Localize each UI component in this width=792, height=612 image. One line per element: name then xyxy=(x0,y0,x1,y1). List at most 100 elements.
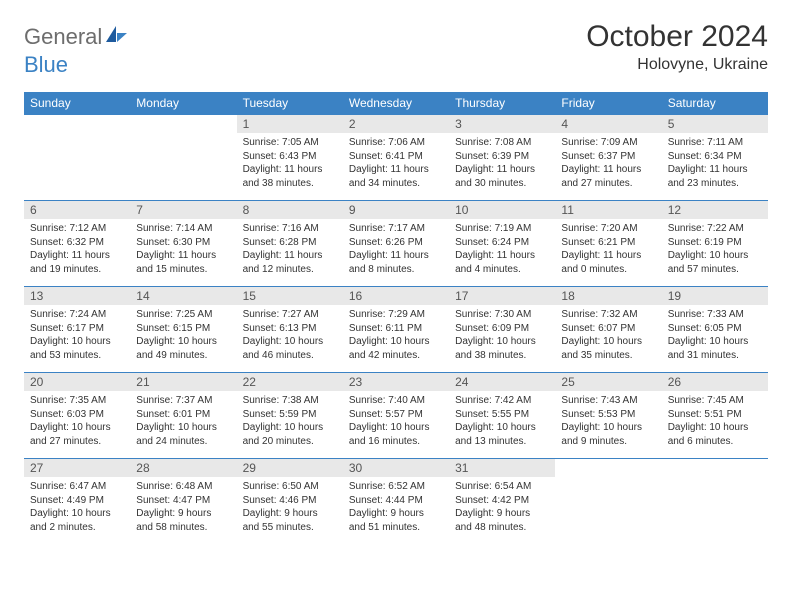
day-number: 21 xyxy=(130,373,236,391)
day-details: Sunrise: 7:09 AMSunset: 6:37 PMDaylight:… xyxy=(555,133,661,193)
calendar-page: General October 2024 Holovyne, Ukraine B… xyxy=(0,0,792,565)
day-number: 23 xyxy=(343,373,449,391)
day-details: Sunrise: 6:50 AMSunset: 4:46 PMDaylight:… xyxy=(237,477,343,537)
day-details: Sunrise: 7:20 AMSunset: 6:21 PMDaylight:… xyxy=(555,219,661,279)
calendar-day-cell: 3Sunrise: 7:08 AMSunset: 6:39 PMDaylight… xyxy=(449,115,555,201)
day-details: Sunrise: 7:45 AMSunset: 5:51 PMDaylight:… xyxy=(662,391,768,451)
weekday-header: Tuesday xyxy=(237,92,343,115)
sail-icon xyxy=(106,26,128,49)
day-number: 16 xyxy=(343,287,449,305)
day-details: Sunrise: 7:35 AMSunset: 6:03 PMDaylight:… xyxy=(24,391,130,451)
calendar-day-cell: 2Sunrise: 7:06 AMSunset: 6:41 PMDaylight… xyxy=(343,115,449,201)
calendar-week-row: 20Sunrise: 7:35 AMSunset: 6:03 PMDayligh… xyxy=(24,373,768,459)
weekday-header: Monday xyxy=(130,92,236,115)
calendar-day-cell: 24Sunrise: 7:42 AMSunset: 5:55 PMDayligh… xyxy=(449,373,555,459)
day-number: 19 xyxy=(662,287,768,305)
day-details: Sunrise: 7:37 AMSunset: 6:01 PMDaylight:… xyxy=(130,391,236,451)
weekday-header: Friday xyxy=(555,92,661,115)
calendar-day-cell: 4Sunrise: 7:09 AMSunset: 6:37 PMDaylight… xyxy=(555,115,661,201)
day-number: 2 xyxy=(343,115,449,133)
logo-text-general: General xyxy=(24,24,102,50)
day-details: Sunrise: 7:22 AMSunset: 6:19 PMDaylight:… xyxy=(662,219,768,279)
location: Holovyne, Ukraine xyxy=(586,56,768,74)
month-title: October 2024 xyxy=(586,20,768,54)
day-number: 14 xyxy=(130,287,236,305)
weekday-header-row: Sunday Monday Tuesday Wednesday Thursday… xyxy=(24,92,768,115)
day-details: Sunrise: 7:42 AMSunset: 5:55 PMDaylight:… xyxy=(449,391,555,451)
calendar-day-cell: 27Sunrise: 6:47 AMSunset: 4:49 PMDayligh… xyxy=(24,459,130,545)
calendar-day-cell: 29Sunrise: 6:50 AMSunset: 4:46 PMDayligh… xyxy=(237,459,343,545)
day-details: Sunrise: 7:24 AMSunset: 6:17 PMDaylight:… xyxy=(24,305,130,365)
calendar-week-row: 1Sunrise: 7:05 AMSunset: 6:43 PMDaylight… xyxy=(24,115,768,201)
calendar-day-cell: 23Sunrise: 7:40 AMSunset: 5:57 PMDayligh… xyxy=(343,373,449,459)
calendar-day-cell xyxy=(555,459,661,545)
calendar-body: 1Sunrise: 7:05 AMSunset: 6:43 PMDaylight… xyxy=(24,115,768,545)
day-number: 11 xyxy=(555,201,661,219)
day-details: Sunrise: 7:14 AMSunset: 6:30 PMDaylight:… xyxy=(130,219,236,279)
day-details: Sunrise: 7:25 AMSunset: 6:15 PMDaylight:… xyxy=(130,305,236,365)
calendar-day-cell: 13Sunrise: 7:24 AMSunset: 6:17 PMDayligh… xyxy=(24,287,130,373)
calendar-day-cell xyxy=(130,115,236,201)
day-number: 6 xyxy=(24,201,130,219)
day-details: Sunrise: 6:47 AMSunset: 4:49 PMDaylight:… xyxy=(24,477,130,537)
day-number: 17 xyxy=(449,287,555,305)
calendar-day-cell: 17Sunrise: 7:30 AMSunset: 6:09 PMDayligh… xyxy=(449,287,555,373)
day-number: 18 xyxy=(555,287,661,305)
day-number: 5 xyxy=(662,115,768,133)
calendar-day-cell: 14Sunrise: 7:25 AMSunset: 6:15 PMDayligh… xyxy=(130,287,236,373)
day-number: 15 xyxy=(237,287,343,305)
calendar-day-cell: 12Sunrise: 7:22 AMSunset: 6:19 PMDayligh… xyxy=(662,201,768,287)
day-number: 4 xyxy=(555,115,661,133)
day-details: Sunrise: 7:19 AMSunset: 6:24 PMDaylight:… xyxy=(449,219,555,279)
day-details: Sunrise: 7:16 AMSunset: 6:28 PMDaylight:… xyxy=(237,219,343,279)
calendar-day-cell: 25Sunrise: 7:43 AMSunset: 5:53 PMDayligh… xyxy=(555,373,661,459)
calendar-day-cell: 21Sunrise: 7:37 AMSunset: 6:01 PMDayligh… xyxy=(130,373,236,459)
day-number: 8 xyxy=(237,201,343,219)
day-number: 27 xyxy=(24,459,130,477)
day-details: Sunrise: 6:52 AMSunset: 4:44 PMDaylight:… xyxy=(343,477,449,537)
logo: General xyxy=(24,24,130,50)
calendar-day-cell: 1Sunrise: 7:05 AMSunset: 6:43 PMDaylight… xyxy=(237,115,343,201)
day-details: Sunrise: 7:12 AMSunset: 6:32 PMDaylight:… xyxy=(24,219,130,279)
day-number: 30 xyxy=(343,459,449,477)
day-number: 25 xyxy=(555,373,661,391)
calendar-day-cell: 15Sunrise: 7:27 AMSunset: 6:13 PMDayligh… xyxy=(237,287,343,373)
calendar-day-cell: 16Sunrise: 7:29 AMSunset: 6:11 PMDayligh… xyxy=(343,287,449,373)
calendar-table: Sunday Monday Tuesday Wednesday Thursday… xyxy=(24,92,768,545)
day-details: Sunrise: 6:54 AMSunset: 4:42 PMDaylight:… xyxy=(449,477,555,537)
day-number: 20 xyxy=(24,373,130,391)
day-details: Sunrise: 7:30 AMSunset: 6:09 PMDaylight:… xyxy=(449,305,555,365)
calendar-week-row: 6Sunrise: 7:12 AMSunset: 6:32 PMDaylight… xyxy=(24,201,768,287)
day-details: Sunrise: 7:38 AMSunset: 5:59 PMDaylight:… xyxy=(237,391,343,451)
calendar-day-cell: 31Sunrise: 6:54 AMSunset: 4:42 PMDayligh… xyxy=(449,459,555,545)
day-number: 3 xyxy=(449,115,555,133)
day-details: Sunrise: 7:27 AMSunset: 6:13 PMDaylight:… xyxy=(237,305,343,365)
calendar-day-cell: 19Sunrise: 7:33 AMSunset: 6:05 PMDayligh… xyxy=(662,287,768,373)
day-details: Sunrise: 7:08 AMSunset: 6:39 PMDaylight:… xyxy=(449,133,555,193)
calendar-day-cell: 8Sunrise: 7:16 AMSunset: 6:28 PMDaylight… xyxy=(237,201,343,287)
calendar-day-cell: 5Sunrise: 7:11 AMSunset: 6:34 PMDaylight… xyxy=(662,115,768,201)
calendar-week-row: 13Sunrise: 7:24 AMSunset: 6:17 PMDayligh… xyxy=(24,287,768,373)
title-block: October 2024 Holovyne, Ukraine xyxy=(586,20,768,74)
day-details: Sunrise: 7:32 AMSunset: 6:07 PMDaylight:… xyxy=(555,305,661,365)
calendar-day-cell xyxy=(662,459,768,545)
day-details: Sunrise: 7:29 AMSunset: 6:11 PMDaylight:… xyxy=(343,305,449,365)
day-number: 1 xyxy=(237,115,343,133)
calendar-day-cell: 18Sunrise: 7:32 AMSunset: 6:07 PMDayligh… xyxy=(555,287,661,373)
calendar-day-cell: 22Sunrise: 7:38 AMSunset: 5:59 PMDayligh… xyxy=(237,373,343,459)
day-number: 29 xyxy=(237,459,343,477)
calendar-day-cell: 10Sunrise: 7:19 AMSunset: 6:24 PMDayligh… xyxy=(449,201,555,287)
calendar-day-cell: 26Sunrise: 7:45 AMSunset: 5:51 PMDayligh… xyxy=(662,373,768,459)
day-number: 26 xyxy=(662,373,768,391)
day-number: 10 xyxy=(449,201,555,219)
calendar-day-cell xyxy=(24,115,130,201)
calendar-day-cell: 7Sunrise: 7:14 AMSunset: 6:30 PMDaylight… xyxy=(130,201,236,287)
calendar-day-cell: 6Sunrise: 7:12 AMSunset: 6:32 PMDaylight… xyxy=(24,201,130,287)
day-details: Sunrise: 6:48 AMSunset: 4:47 PMDaylight:… xyxy=(130,477,236,537)
day-number: 9 xyxy=(343,201,449,219)
weekday-header: Sunday xyxy=(24,92,130,115)
weekday-header: Thursday xyxy=(449,92,555,115)
calendar-day-cell: 9Sunrise: 7:17 AMSunset: 6:26 PMDaylight… xyxy=(343,201,449,287)
day-number: 22 xyxy=(237,373,343,391)
weekday-header: Saturday xyxy=(662,92,768,115)
